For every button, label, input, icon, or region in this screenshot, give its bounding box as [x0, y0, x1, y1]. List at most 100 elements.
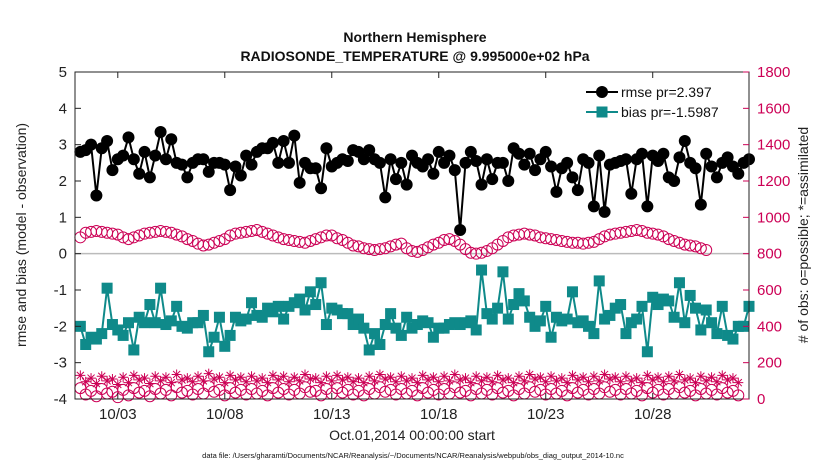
assimilated-obs-point [572, 374, 583, 385]
bias-point [615, 299, 627, 311]
assimilated-obs-point [733, 377, 744, 388]
rmse-point [705, 160, 718, 173]
possible-obs-point [422, 241, 435, 254]
bias-point [165, 315, 177, 327]
possible-obs-baseline-point [304, 385, 317, 398]
assimilated-obs-point [305, 374, 316, 385]
rmse-point [229, 160, 242, 173]
bias-point [208, 331, 220, 343]
rmse-point [561, 156, 574, 169]
chart-title-line2: RADIOSONDE_TEMPERATURE @ 9.995000e+02 hP… [240, 48, 589, 64]
possible-obs-point [266, 229, 279, 242]
rmse-point [181, 171, 194, 184]
assimilated-obs-point [492, 370, 503, 381]
bias-point [673, 277, 685, 289]
assimilated-obs-point [176, 374, 187, 385]
rmse-point [480, 153, 493, 166]
bias-point [203, 346, 215, 358]
assimilated-obs-point [551, 375, 562, 386]
bias-point [716, 300, 728, 312]
assimilated-obs-point [637, 377, 648, 388]
bias-point [593, 275, 605, 287]
assimilated-obs-point [449, 369, 460, 380]
assimilated-obs-point [727, 373, 738, 384]
bias-point [310, 299, 322, 311]
assimilated-obs-point [690, 377, 701, 388]
assimilated-obs-point [717, 370, 728, 381]
bias-point [427, 331, 439, 343]
rmse-point [598, 205, 611, 218]
assimilated-obs-point [669, 375, 680, 386]
assimilated-obs-point [342, 372, 353, 383]
bias-point [342, 308, 354, 320]
bias-point [583, 320, 595, 332]
bias-point [620, 328, 632, 340]
rmse-point [668, 175, 681, 187]
assimilated-obs-point [519, 375, 530, 386]
bias-point [647, 291, 659, 303]
rmse-point [85, 138, 98, 151]
bias-point [561, 313, 573, 325]
assimilated-obs-point [653, 372, 664, 383]
assimilated-obs-point [219, 377, 230, 388]
assimilated-obs-point [139, 373, 150, 384]
bias-point [246, 297, 258, 309]
rmse-point [400, 178, 413, 191]
assimilated-obs-point [513, 371, 524, 382]
assimilated-obs-point [487, 376, 498, 387]
assimilated-obs-point [658, 376, 669, 387]
rmse-point [571, 184, 584, 197]
assimilated-obs-point [214, 372, 225, 383]
possible-obs-point [202, 238, 215, 251]
possible-obs-point [181, 233, 194, 246]
y-right-tick-label: 1800 [757, 64, 790, 81]
rmse-point [539, 145, 552, 158]
assimilated-obs-point [626, 375, 637, 386]
possible-obs-point [336, 234, 349, 247]
possible-obs-point [304, 234, 317, 247]
x-axis: 10/03 10/08 10/13 10/18 10/23 10/28 [99, 72, 671, 423]
bias-point [219, 340, 231, 352]
y-left-tick-label: 2 [59, 173, 67, 190]
possible-obs-point [389, 238, 402, 251]
rmse-point [293, 176, 306, 189]
y-right-tick-label: 600 [757, 282, 782, 299]
possible-obs-point [657, 230, 670, 243]
rmse-point [379, 191, 392, 204]
y-axis-left: -4 -3 -2 -1 0 1 2 3 4 5 [54, 64, 81, 408]
assimilated-obs-point [358, 377, 369, 388]
rmse-point [470, 155, 483, 168]
possible-obs-point [127, 231, 140, 244]
assimilated-obs-point [96, 371, 107, 382]
rmse-point [218, 158, 231, 171]
bias-point [358, 322, 370, 334]
rmse-series [74, 125, 755, 237]
bias-point [513, 288, 525, 300]
bias-point [401, 311, 413, 323]
bias-point [588, 328, 600, 340]
assimilated-obs-point [679, 374, 690, 385]
x-axis-label: Oct.01,2014 00:00:00 start [329, 427, 495, 443]
possible-obs-point [186, 234, 199, 247]
rmse-point [427, 167, 440, 180]
y-left-tick-label: 1 [59, 209, 67, 226]
bias-point [706, 317, 718, 329]
bias-point [518, 295, 530, 307]
rmse-point [587, 200, 600, 213]
rmse-point [550, 185, 563, 198]
bias-point [171, 300, 183, 312]
bias-point [390, 322, 402, 334]
legend: rmse pr=2.397 bias pr=-1.5987 [586, 84, 719, 120]
rmse-point [363, 144, 376, 157]
bias-point [727, 333, 739, 345]
rmse-point [464, 145, 477, 158]
rmse-point [432, 145, 445, 158]
assimilated-obs-point [407, 373, 417, 384]
rmse-point [678, 135, 691, 148]
rmse-point [384, 153, 397, 166]
assimilated-obs-point [465, 377, 476, 388]
assimilated-obs-point [460, 373, 471, 384]
rmse-point [523, 147, 536, 160]
bias-series [74, 264, 755, 358]
rmse-point [459, 156, 472, 169]
